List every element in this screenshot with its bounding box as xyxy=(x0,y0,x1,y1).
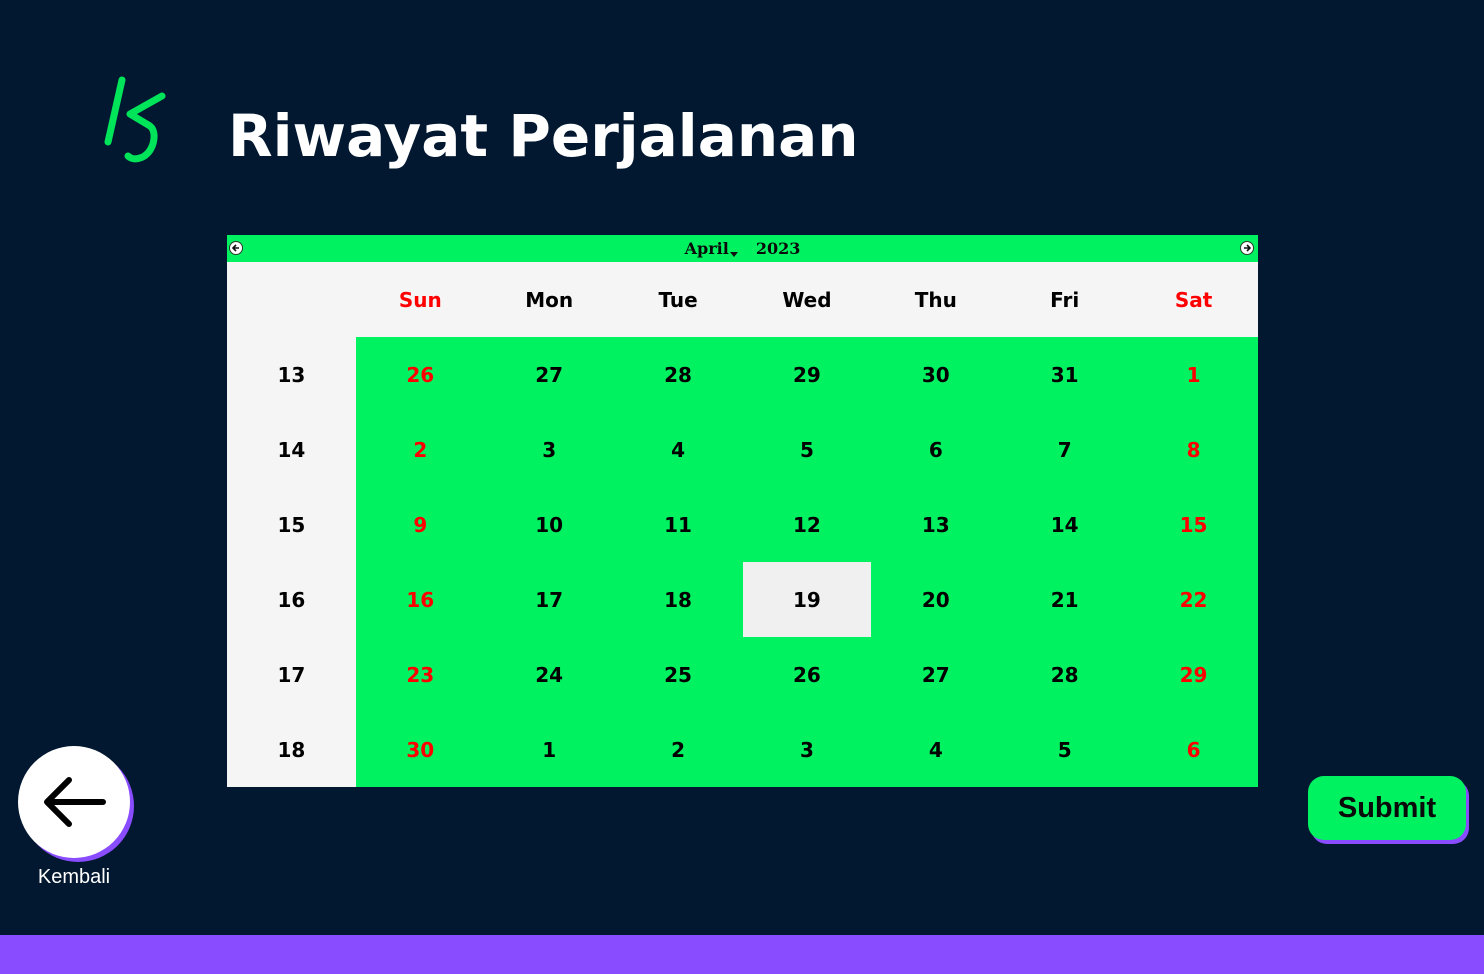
prev-month-button[interactable] xyxy=(229,241,243,255)
week-number: 15 xyxy=(227,487,356,562)
arrow-right-icon xyxy=(1244,244,1252,252)
calendar-day[interactable]: 5 xyxy=(1000,712,1130,787)
calendar-day[interactable]: 4 xyxy=(871,712,1001,787)
calendar-day[interactable]: 7 xyxy=(1000,412,1130,487)
week-number: 16 xyxy=(227,562,356,637)
calendar-day[interactable]: 21 xyxy=(1000,562,1130,637)
weekday-header-wed: Wed xyxy=(742,262,872,337)
calendar-day[interactable]: 2 xyxy=(355,412,485,487)
calendar-day[interactable]: 11 xyxy=(613,487,743,562)
calendar-day[interactable]: 31 xyxy=(1000,337,1130,412)
calendar-day[interactable]: 24 xyxy=(484,637,614,712)
calendar-day[interactable]: 28 xyxy=(1000,637,1130,712)
week-number: 17 xyxy=(227,637,356,712)
calendar-day[interactable]: 5 xyxy=(742,412,872,487)
calendar-day[interactable]: 29 xyxy=(742,337,872,412)
calendar-day[interactable]: 20 xyxy=(871,562,1001,637)
calendar-grid: Sun Mon Tue Wed Thu Fri Sat 13 26 27 28 29 30 31 1 14 2 3… xyxy=(227,262,1258,787)
calendar-day[interactable]: 16 xyxy=(355,562,485,637)
month-select[interactable]: April xyxy=(685,239,738,258)
calendar-day[interactable]: 6 xyxy=(871,412,1001,487)
calendar-day[interactable]: 28 xyxy=(613,337,743,412)
year-label[interactable]: 2023 xyxy=(755,239,801,258)
calendar-day[interactable]: 25 xyxy=(613,637,743,712)
calendar-day[interactable]: 10 xyxy=(484,487,614,562)
calendar-day[interactable]: 27 xyxy=(871,637,1001,712)
calendar-day[interactable]: 26 xyxy=(355,337,485,412)
calendar: April 2023 Sun Mon Tue Wed Thu Fri Sat 13 26 27 28… xyxy=(227,235,1258,787)
submit-button[interactable]: Submit xyxy=(1308,776,1466,840)
footer-bar xyxy=(0,935,1484,974)
calendar-day[interactable]: 23 xyxy=(355,637,485,712)
back-button[interactable] xyxy=(18,746,130,858)
calendar-day[interactable]: 12 xyxy=(742,487,872,562)
calendar-day[interactable]: 4 xyxy=(613,412,743,487)
calendar-day[interactable]: 26 xyxy=(742,637,872,712)
calendar-day[interactable]: 30 xyxy=(871,337,1001,412)
weekday-header-sun: Sun xyxy=(355,262,485,337)
week-header-corner xyxy=(227,262,356,337)
calendar-day-selected[interactable]: 19 xyxy=(742,562,872,637)
calendar-day[interactable]: 22 xyxy=(1129,562,1258,637)
weekday-header-tue: Tue xyxy=(613,262,743,337)
calendar-day[interactable]: 13 xyxy=(871,487,1001,562)
calendar-day[interactable]: 15 xyxy=(1129,487,1258,562)
arrow-left-icon xyxy=(231,244,239,252)
calendar-day[interactable]: 8 xyxy=(1129,412,1258,487)
weekday-header-sat: Sat xyxy=(1129,262,1258,337)
ks-logo-icon xyxy=(104,76,166,163)
calendar-day[interactable]: 14 xyxy=(1000,487,1130,562)
calendar-day[interactable]: 2 xyxy=(613,712,743,787)
calendar-day[interactable]: 27 xyxy=(484,337,614,412)
calendar-day[interactable]: 9 xyxy=(355,487,485,562)
arrow-left-icon xyxy=(44,777,106,827)
calendar-day[interactable]: 17 xyxy=(484,562,614,637)
month-label: April xyxy=(684,239,729,258)
chevron-down-icon xyxy=(729,252,738,257)
calendar-day[interactable]: 1 xyxy=(1129,337,1258,412)
calendar-day[interactable]: 29 xyxy=(1129,637,1258,712)
calendar-day[interactable]: 6 xyxy=(1129,712,1258,787)
calendar-day[interactable]: 18 xyxy=(613,562,743,637)
calendar-day[interactable]: 1 xyxy=(484,712,614,787)
page-title: Riwayat Perjalanan xyxy=(228,102,859,170)
week-number: 18 xyxy=(227,712,356,787)
calendar-day[interactable]: 3 xyxy=(742,712,872,787)
next-month-button[interactable] xyxy=(1240,241,1254,255)
weekday-header-thu: Thu xyxy=(871,262,1001,337)
weekday-header-mon: Mon xyxy=(484,262,614,337)
calendar-header: April 2023 xyxy=(227,235,1258,262)
calendar-day[interactable]: 30 xyxy=(355,712,485,787)
week-number: 14 xyxy=(227,412,356,487)
week-number: 13 xyxy=(227,337,356,412)
weekday-header-fri: Fri xyxy=(1000,262,1130,337)
calendar-day[interactable]: 3 xyxy=(484,412,614,487)
back-label: Kembali xyxy=(37,866,111,888)
